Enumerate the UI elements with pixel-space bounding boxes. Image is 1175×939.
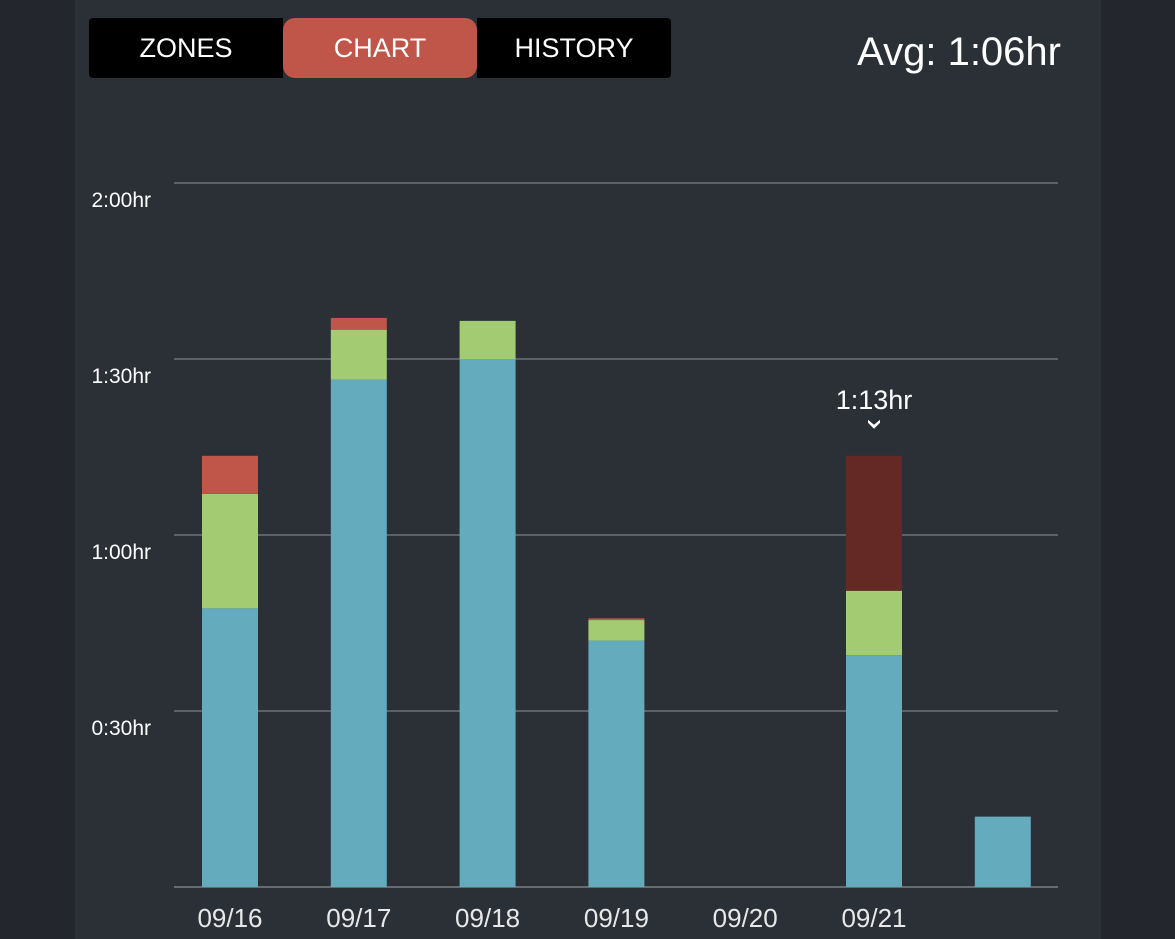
y-tick-label: 1:30hr <box>91 365 151 388</box>
bar-segment[interactable] <box>846 655 902 887</box>
x-tick-label: 09/21 <box>841 903 906 933</box>
bar-segment[interactable] <box>330 329 387 380</box>
x-tick-label: 09/20 <box>713 903 778 933</box>
view-tabs: ZONES CHART HISTORY <box>89 18 671 78</box>
bar-segment[interactable] <box>588 640 645 887</box>
y-tick-label: 2:00hr <box>91 189 151 212</box>
right-margin <box>1101 0 1175 939</box>
left-margin <box>0 0 75 939</box>
tab-chart[interactable]: CHART <box>283 18 477 78</box>
bar-segment[interactable] <box>459 359 516 887</box>
x-tick-label: 09/19 <box>584 903 649 933</box>
bar-segment[interactable] <box>588 618 645 621</box>
bar-segment[interactable] <box>846 590 902 656</box>
x-tick-label: 09/17 <box>326 903 391 933</box>
y-tick-label: 0:30hr <box>91 717 151 740</box>
average-duration: Avg: 1:06hr <box>857 30 1061 74</box>
x-tick-label: 09/18 <box>455 903 520 933</box>
tab-history[interactable]: HISTORY <box>477 18 671 78</box>
tab-zones[interactable]: ZONES <box>89 18 283 78</box>
selected-bar-value: 1:13hr <box>836 385 913 415</box>
bar-segment[interactable] <box>202 608 258 887</box>
chevron-down-icon <box>868 419 880 429</box>
bar-segment[interactable] <box>330 317 387 330</box>
bar-segment[interactable] <box>588 620 645 641</box>
bar-segment[interactable] <box>846 455 902 591</box>
label-layer: 0:30hr 1:00hr 1:30hr 2:00hr 09/16 09/17 09/18 0… <box>91 189 912 933</box>
bar-segment[interactable] <box>330 379 387 887</box>
bar-layer <box>202 317 1031 887</box>
bar-segment[interactable] <box>202 493 258 609</box>
bar-segment[interactable] <box>974 816 1031 887</box>
x-tick-label: 09/16 <box>197 903 262 933</box>
bar-segment[interactable] <box>459 320 516 359</box>
bar-segment[interactable] <box>202 455 258 494</box>
y-tick-label: 1:00hr <box>91 541 151 564</box>
